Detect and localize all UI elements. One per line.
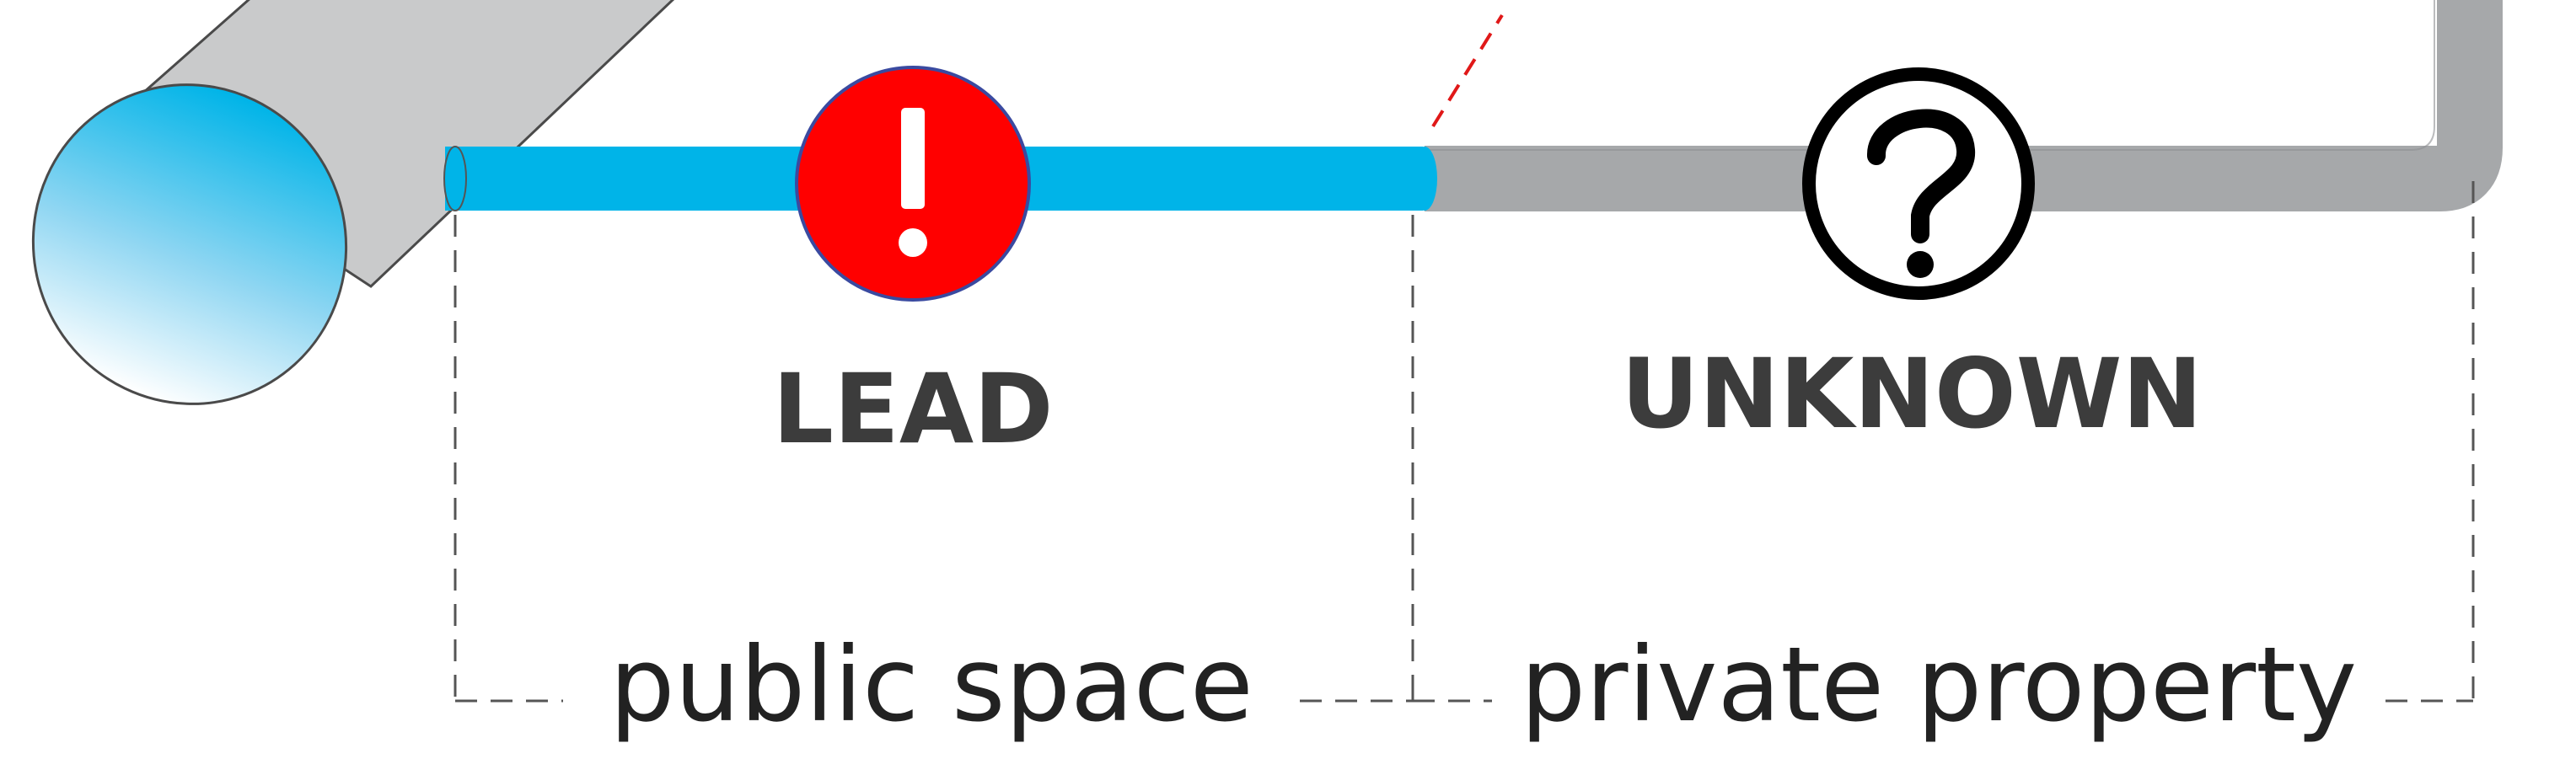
unknown-status-label: UNKNOWN bbox=[1621, 338, 2203, 450]
private-property-label: private property bbox=[1521, 625, 2357, 745]
question-icon bbox=[1802, 67, 2035, 300]
lead-status-label: LEAD bbox=[772, 353, 1053, 465]
public-space-bracket bbox=[453, 215, 1414, 703]
exclamation-icon bbox=[795, 66, 1031, 302]
water-main-pipe bbox=[31, 0, 675, 405]
public-space-label: public space bbox=[609, 625, 1253, 745]
private-property-bracket bbox=[1411, 181, 2475, 703]
private-service-pipe bbox=[1425, 0, 2503, 211]
water-main-opening bbox=[31, 83, 348, 405]
property-boundary-line bbox=[1431, 13, 1504, 128]
